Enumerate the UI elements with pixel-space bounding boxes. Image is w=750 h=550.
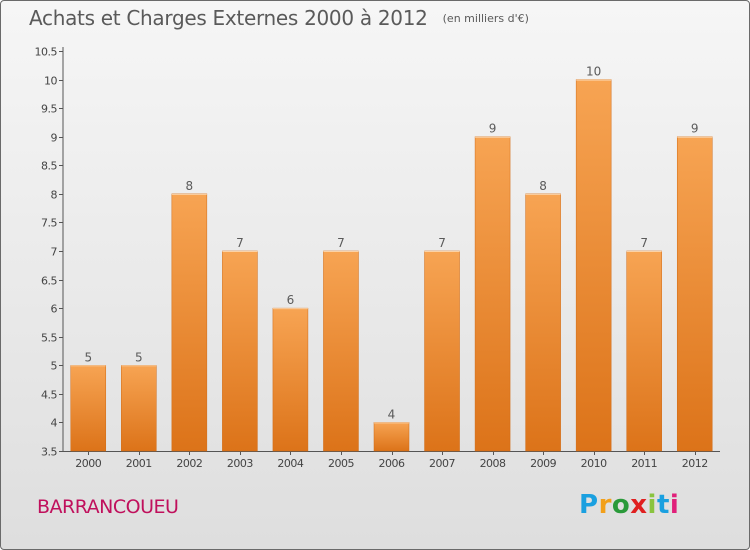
- bar: [171, 193, 208, 452]
- bar: [373, 422, 410, 452]
- logo-letter: o: [611, 490, 631, 520]
- y-tick-label: 8: [51, 189, 58, 202]
- logo-letter: t: [656, 490, 670, 520]
- data-label: 5: [135, 350, 143, 364]
- x-tick-label: 2003: [227, 457, 253, 470]
- y-tick-label: 6: [51, 303, 58, 316]
- data-label: 8: [539, 179, 547, 193]
- y-tick-label: 4: [51, 417, 58, 430]
- data-label: 9: [489, 122, 497, 136]
- y-tick-label: 3.5: [41, 446, 57, 459]
- y-tick-label: 9: [51, 132, 58, 145]
- bar: [676, 136, 713, 452]
- x-tick-label: 2007: [429, 457, 455, 470]
- x-tick-label: 2011: [631, 457, 657, 470]
- x-tick-label: 2010: [581, 457, 607, 470]
- x-tick-label: 2001: [126, 457, 152, 470]
- bar: [525, 193, 561, 452]
- data-label: 10: [586, 65, 601, 79]
- data-label: 8: [186, 179, 194, 193]
- data-label: 6: [287, 293, 295, 307]
- y-tick-label: 9.5: [41, 103, 57, 116]
- chart-title: Achats et Charges Externes 2000 à 2012: [29, 6, 428, 30]
- bar: [424, 250, 460, 452]
- bar: [272, 307, 309, 452]
- x-tick-label: 2008: [480, 457, 506, 470]
- y-tick-label: 4.5: [41, 389, 57, 402]
- x-tick-label: 2002: [176, 457, 202, 470]
- x-tick-label: 2005: [328, 457, 354, 470]
- commune-name: BARRANCOUEU: [37, 496, 179, 518]
- x-tick-label: 2006: [379, 457, 405, 470]
- chart-unit-label: (en milliers d'€): [442, 12, 529, 25]
- y-tick-label: 7.5: [41, 217, 57, 230]
- logo-letter: P: [579, 490, 599, 520]
- bar: [575, 79, 612, 452]
- y-tick-label: 10.5: [35, 46, 58, 59]
- x-tick-label: 2009: [530, 457, 556, 470]
- bar: [626, 250, 662, 452]
- x-tick-label: 2000: [75, 457, 101, 470]
- data-labels: 5 5 8 7 6 7 4 7 9 8 10 7 9: [84, 65, 698, 422]
- logo-letter: i: [669, 490, 680, 520]
- data-label: 7: [236, 236, 244, 250]
- bar: [474, 136, 511, 452]
- y-tick-label: 8.5: [41, 160, 57, 173]
- y-tick-label: 5.5: [41, 332, 57, 345]
- data-label: 7: [438, 236, 446, 250]
- data-label: 4: [388, 407, 396, 421]
- logo-letter: r: [598, 490, 612, 520]
- data-label: 5: [84, 350, 92, 364]
- data-label: 7: [337, 236, 345, 250]
- bar: [121, 365, 157, 452]
- chart-axes: 3.5 4 4.5 5 5.5 6 6.5 7 7.5 8 8.5 9 9.5 10 10.5 2000 200…: [35, 46, 720, 470]
- bar: [323, 250, 359, 452]
- y-tick-label: 7: [51, 246, 58, 259]
- y-tick-label: 10: [44, 75, 57, 88]
- x-tick-label: 2004: [277, 457, 303, 470]
- bar-series: [70, 79, 713, 452]
- data-label: 9: [691, 122, 699, 136]
- bar: [70, 365, 107, 452]
- y-tick-label: 5: [51, 360, 58, 373]
- data-label: 7: [640, 236, 648, 250]
- logo-letter: i: [647, 490, 657, 520]
- y-tick-label: 6.5: [41, 275, 57, 288]
- logo-letter: x: [630, 490, 648, 520]
- bar: [222, 250, 258, 452]
- x-tick-label: 2012: [682, 457, 708, 470]
- chart-title-group: Achats et Charges Externes 2000 à 2012 (…: [29, 6, 529, 30]
- proxiti-logo: Proxiti: [579, 490, 679, 520]
